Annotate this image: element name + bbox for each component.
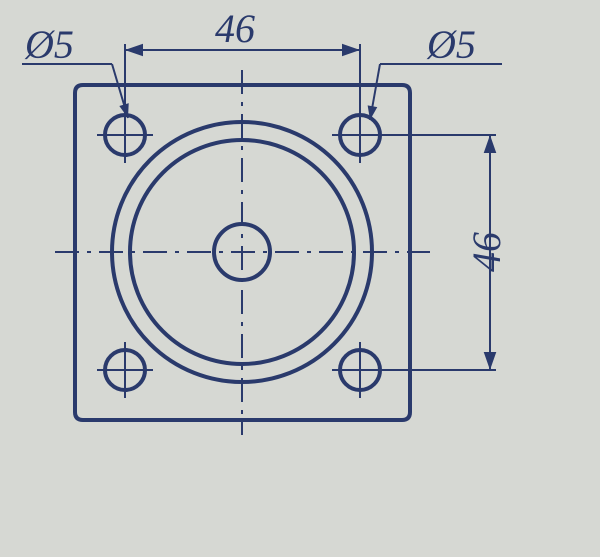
dim-dia-left-label: Ø5 bbox=[24, 22, 74, 67]
dim-dia-right-label: Ø5 bbox=[426, 22, 476, 67]
bolt-hole-2 bbox=[97, 342, 153, 398]
dimension-dia-right: Ø5 bbox=[370, 22, 502, 120]
dim-vertical-label: 46 bbox=[464, 232, 509, 272]
dim-horizontal-label: 46 bbox=[215, 6, 255, 51]
